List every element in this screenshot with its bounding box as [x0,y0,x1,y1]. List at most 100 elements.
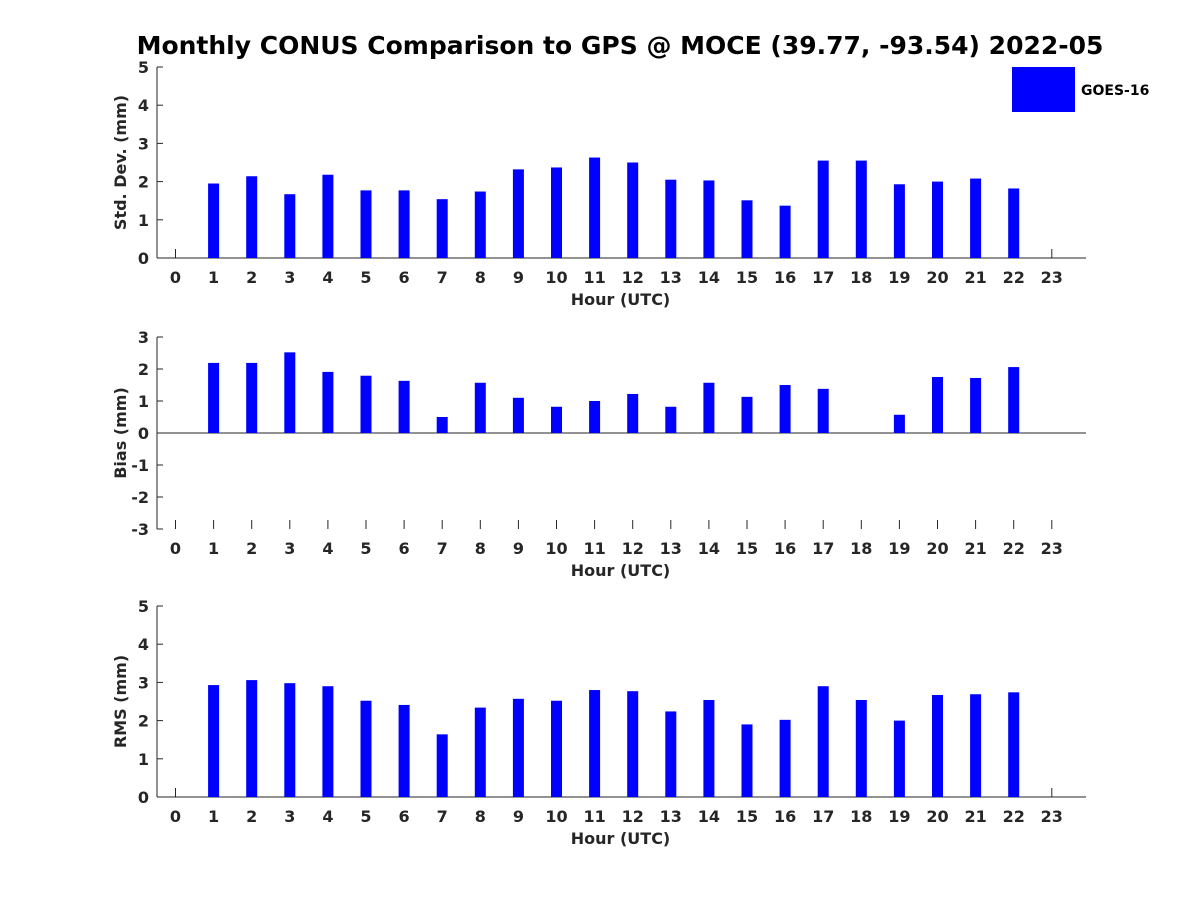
bias-x-tick-label: 17 [812,539,834,558]
bias-x-tick-label: 15 [736,539,758,558]
bias-y-tick-label: 2 [138,360,149,379]
std-dev-bar-hour-21 [970,178,982,258]
rms-bar-hour-3 [284,683,296,797]
std-dev-x-tick-label: 2 [246,268,257,287]
rms-x-tick-label: 8 [475,807,486,826]
bias-y-tick-label: -2 [131,488,149,507]
std-dev-x-tick-label: 15 [736,268,758,287]
rms-y-tick-label: 4 [138,635,149,654]
bias-bar-hour-6 [398,380,410,433]
std-dev-x-tick-label: 20 [926,268,948,287]
bias-x-tick-label: 5 [360,539,371,558]
bias-y-tick-label: 0 [138,424,149,443]
rms-bar-hour-6 [398,704,410,797]
std-dev-bar-hour-18 [855,160,867,258]
std-dev-x-axis-label: Hour (UTC) [571,290,671,309]
std-dev-x-tick-label: 5 [360,268,371,287]
bias-y-tick-label: -1 [131,456,149,475]
bias-x-tick-label: 9 [513,539,524,558]
std-dev-bar-hour-13 [665,179,677,258]
rms-y-axis-label: RMS (mm) [111,655,130,748]
std-dev-x-tick-label: 14 [698,268,720,287]
bias-bar-hour-14 [703,382,715,433]
bias-x-tick-label: 2 [246,539,257,558]
bias-x-tick-label: 8 [475,539,486,558]
legend-label-goes-16: GOES-16 [1081,83,1149,99]
rms-x-tick-label: 18 [850,807,872,826]
std-dev-bar-hour-7 [436,199,448,258]
rms-x-tick-label: 5 [360,807,371,826]
std-dev-x-tick-label: 13 [660,268,682,287]
rms-x-tick-label: 17 [812,807,834,826]
bias-bar-hour-7 [436,417,448,433]
std-dev-y-axis-label: Std. Dev. (mm) [111,95,130,230]
rms-x-tick-label: 0 [170,807,181,826]
rms-x-tick-label: 4 [322,807,333,826]
rms-x-tick-label: 11 [583,807,605,826]
std-dev-bar-hour-15 [741,200,753,258]
rms-bar-hour-18 [855,699,867,797]
rms-y-tick-label: 1 [138,750,149,769]
std-dev-x-tick-label: 10 [545,268,567,287]
rms-bar-hour-15 [741,724,753,797]
rms-x-tick-label: 13 [660,807,682,826]
std-dev-x-tick-label: 1 [208,268,219,287]
std-dev-y-tick-label: 2 [138,173,149,192]
std-dev-x-tick-label: 6 [399,268,410,287]
bias-y-axis-label: Bias (mm) [111,387,130,479]
std-dev-x-tick-label: 8 [475,268,486,287]
std-dev-x-tick-label: 21 [964,268,986,287]
rms-x-tick-label: 2 [246,807,257,826]
bias-bar-hour-17 [817,388,829,433]
std-dev-bar-hour-2 [246,176,258,258]
legend-swatch-goes-16 [1012,67,1075,112]
std-dev-y-tick-label: 1 [138,211,149,230]
rms-bar-hour-1 [208,685,220,797]
rms-bar-hour-22 [1008,692,1020,797]
bias-x-tick-label: 3 [284,539,295,558]
bias-x-tick-label: 7 [437,539,448,558]
std-dev-y-tick-label: 0 [138,249,149,268]
rms-x-tick-label: 6 [399,807,410,826]
bias-bar-hour-16 [779,385,791,433]
rms-bar-hour-8 [474,707,486,797]
bias-x-tick-label: 22 [1003,539,1025,558]
rms-x-tick-label: 20 [926,807,948,826]
rms-x-tick-label: 23 [1041,807,1063,826]
std-dev-bar-hour-3 [284,194,296,258]
std-dev-bar-hour-1 [208,183,220,258]
std-dev-bar-hour-8 [474,191,486,258]
bias-bar-hour-1 [208,362,220,433]
rms-bar-hour-16 [779,719,791,797]
std-dev-x-tick-label: 3 [284,268,295,287]
rms-y-tick-label: 0 [138,788,149,807]
rms-y-tick-label: 2 [138,712,149,731]
rms-bar-hour-2 [246,680,258,797]
bias-bar-hour-12 [627,393,639,433]
rms-bar-hour-20 [932,695,943,797]
rms-x-tick-label: 3 [284,807,295,826]
std-dev-bar-hour-12 [627,162,639,258]
std-dev-bar-hour-9 [512,169,524,258]
rms-y-tick-label: 3 [138,673,149,692]
rms-x-tick-label: 1 [208,807,219,826]
rms-bar-hour-17 [817,686,829,797]
bias-bar-hour-4 [322,371,334,433]
rms-bar-hour-13 [665,711,677,797]
rms-x-tick-label: 15 [736,807,758,826]
rms-x-tick-label: 7 [437,807,448,826]
legend: GOES-16 [1012,67,1149,112]
std-dev-x-tick-label: 7 [437,268,448,287]
rms-x-tick-label: 21 [964,807,986,826]
bias-bar-hour-9 [512,397,524,433]
bias-bar-hour-13 [665,406,677,433]
std-dev-x-tick-label: 16 [774,268,796,287]
std-dev-bar-hour-4 [322,174,334,258]
bias-x-tick-label: 14 [698,539,720,558]
bias-x-tick-label: 11 [583,539,605,558]
std-dev-bar-hour-17 [817,160,829,258]
rms-x-tick-label: 16 [774,807,796,826]
bias-x-tick-label: 20 [926,539,948,558]
